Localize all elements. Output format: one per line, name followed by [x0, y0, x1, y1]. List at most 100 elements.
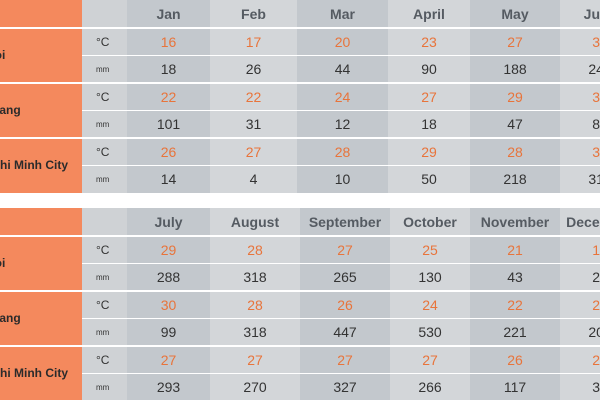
- group-separator: [0, 82, 600, 84]
- city-column: [0, 0, 82, 193]
- group-separator: [0, 27, 600, 29]
- temperature: 27: [388, 83, 470, 111]
- unit-label: mm: [96, 382, 110, 392]
- temperature: 29: [388, 138, 470, 166]
- month-header: December: [560, 208, 600, 236]
- rainfall: 240: [560, 55, 600, 83]
- temperature: 24: [297, 83, 388, 111]
- unit-label: mm: [96, 327, 110, 337]
- temperature: 28: [210, 236, 300, 264]
- row-separator: [82, 165, 600, 166]
- temperature: 22: [470, 291, 560, 319]
- city-name: Da Nang: [0, 102, 21, 117]
- rainfall: 14: [127, 165, 210, 193]
- rainfall: 12: [297, 110, 388, 138]
- temperature: 29: [470, 83, 560, 111]
- temperature: 27: [210, 346, 300, 374]
- rainfall: 101: [127, 110, 210, 138]
- temperature: 29: [127, 236, 210, 264]
- month-header: April: [388, 0, 470, 28]
- unit-label: °C: [96, 34, 110, 49]
- group-separator: [0, 345, 600, 347]
- temperature: 30: [127, 291, 210, 319]
- temperature: 27: [300, 346, 390, 374]
- city-name: Da Nang: [0, 310, 21, 325]
- rainfall: 221: [470, 318, 560, 346]
- temperature: 17: [210, 28, 297, 56]
- rainfall: 218: [470, 165, 560, 193]
- rainfall: 266: [390, 373, 470, 400]
- row-separator: [82, 110, 600, 111]
- temperature: 27: [390, 346, 470, 374]
- temperature: 27: [470, 28, 560, 56]
- unit-column: [82, 0, 127, 193]
- rainfall: 318: [210, 318, 300, 346]
- city-name: Hanoi: [0, 255, 6, 270]
- temperature: 26: [127, 138, 210, 166]
- temperature: 33: [560, 28, 600, 56]
- temperature: 34: [560, 83, 600, 111]
- temperature: 23: [560, 291, 600, 319]
- unit-label: °C: [96, 297, 110, 312]
- month-header: October: [390, 208, 470, 236]
- unit-label: mm: [96, 119, 110, 129]
- rainfall: 43: [470, 263, 560, 291]
- rainfall: 270: [210, 373, 300, 400]
- city-name: Hanoi: [0, 47, 6, 62]
- temperature: 28: [470, 138, 560, 166]
- rainfall: 288: [127, 263, 210, 291]
- city-column: [0, 208, 82, 400]
- rainfall: 31: [210, 110, 297, 138]
- rainfall: 327: [300, 373, 390, 400]
- rainfall: 188: [470, 55, 560, 83]
- rainfall: 117: [470, 373, 560, 400]
- temperature: 25: [390, 236, 470, 264]
- row-separator: [82, 263, 600, 264]
- month-header: September: [300, 208, 390, 236]
- temperature: 28: [297, 138, 388, 166]
- month-header: Mar: [297, 0, 388, 28]
- rainfall: 206: [560, 318, 600, 346]
- unit-label: °C: [96, 242, 110, 257]
- group-separator: [0, 137, 600, 139]
- month-header: July: [127, 208, 210, 236]
- temperature: 27: [210, 138, 297, 166]
- rainfall: 530: [390, 318, 470, 346]
- rainfall: 293: [127, 373, 210, 400]
- rainfall: 10: [297, 165, 388, 193]
- group-separator: [0, 290, 600, 292]
- month-header: May: [470, 0, 560, 28]
- rainfall: 18: [388, 110, 470, 138]
- rainfall: 47: [470, 110, 560, 138]
- city-name: Ho Chi Minh City: [0, 157, 68, 172]
- unit-label: °C: [96, 144, 110, 159]
- temperature: 27: [127, 346, 210, 374]
- rainfall: 44: [297, 55, 388, 83]
- rainfall: 318: [210, 263, 300, 291]
- temperature: 22: [127, 83, 210, 111]
- temperature: 22: [210, 83, 297, 111]
- unit-label: mm: [96, 272, 110, 282]
- city-name: Ho Chi Minh City: [0, 365, 68, 380]
- rainfall: 130: [390, 263, 470, 291]
- rainfall: 90: [388, 55, 470, 83]
- group-separator: [0, 235, 600, 237]
- rainfall: 265: [300, 263, 390, 291]
- rainfall: 447: [300, 318, 390, 346]
- rainfall: 23: [560, 263, 600, 291]
- rainfall: 99: [127, 318, 210, 346]
- temperature: 26: [470, 346, 560, 374]
- temperature: 27: [300, 236, 390, 264]
- temperature: 26: [560, 346, 600, 374]
- rainfall: 4: [210, 165, 297, 193]
- month-header: Feb: [210, 0, 297, 28]
- temperature: 24: [390, 291, 470, 319]
- month-header: August: [210, 208, 300, 236]
- rainfall: 36: [560, 373, 600, 400]
- temperature: 32: [560, 138, 600, 166]
- row-separator: [82, 55, 600, 56]
- rainfall: 26: [210, 55, 297, 83]
- rainfall: 313: [560, 165, 600, 193]
- month-header: Jan: [127, 0, 210, 28]
- row-separator: [82, 318, 600, 319]
